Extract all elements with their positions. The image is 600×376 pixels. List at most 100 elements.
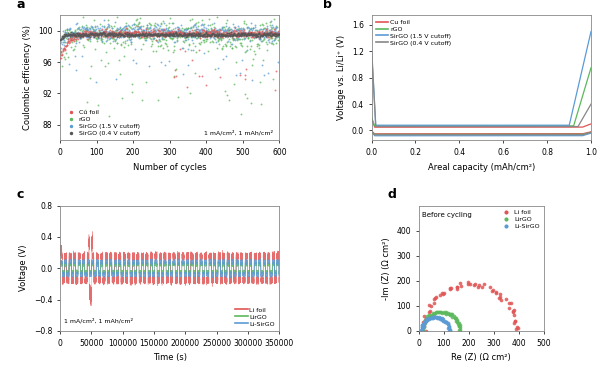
Point [136, 32, 146, 38]
Point [129, 30, 139, 36]
Point [135, 31, 145, 37]
Point [155, 32, 165, 38]
Point [158, 18, 168, 24]
Point [200, 29, 210, 35]
Point [173, 32, 183, 38]
Point [226, 29, 236, 35]
Point [226, 30, 236, 36]
Point [135, 31, 145, 37]
Point [173, 28, 182, 34]
Point [441, 319, 451, 325]
Point [268, 31, 278, 37]
Point [122, 33, 132, 39]
Point [76, 35, 86, 41]
Point [120, 30, 130, 36]
Point [160, 27, 169, 33]
Point [239, 29, 249, 35]
Point [187, 34, 196, 40]
Point [251, 32, 260, 38]
Point [68, 36, 77, 42]
Point [97, 31, 106, 37]
Point [106, 29, 116, 35]
Point [242, 32, 251, 38]
Point [268, 28, 277, 34]
Point [235, 30, 245, 36]
Point [140, 31, 149, 37]
Point [198, 32, 208, 38]
Point [207, 31, 217, 37]
Point [172, 28, 181, 34]
Point [140, 33, 150, 39]
Point [176, 32, 185, 38]
Point [112, 30, 121, 36]
Point [128, 30, 137, 36]
Point [197, 33, 206, 39]
Point [163, 32, 173, 38]
Point [182, 84, 192, 90]
Point [194, 47, 203, 53]
Point [182, 32, 191, 38]
Point [187, 32, 196, 38]
Point [129, 21, 139, 27]
Point [62, 42, 72, 48]
Point [141, 27, 151, 33]
Point [133, 30, 143, 36]
Point [80, 31, 89, 37]
Point [107, 30, 117, 36]
Point [116, 32, 125, 38]
Point [221, 32, 231, 38]
Point [439, 291, 448, 297]
Point [235, 72, 244, 78]
Point [223, 39, 232, 45]
Point [261, 31, 271, 37]
Point [122, 26, 131, 32]
Point [451, 315, 461, 321]
Point [242, 32, 251, 38]
Point [211, 32, 221, 38]
Point [223, 32, 233, 38]
Point [107, 31, 116, 37]
Point [121, 29, 131, 35]
Point [86, 28, 96, 34]
Point [161, 31, 170, 37]
Point [85, 25, 95, 31]
Point [226, 33, 236, 39]
Point [268, 32, 278, 38]
Point [227, 31, 237, 37]
Point [157, 41, 166, 47]
Point [68, 33, 77, 39]
Point [238, 32, 248, 38]
Point [77, 24, 87, 30]
Point [167, 28, 177, 34]
Point [126, 34, 136, 40]
Point [239, 30, 249, 36]
Point [100, 30, 109, 36]
Point [177, 45, 187, 52]
Point [104, 24, 114, 30]
Point [86, 28, 95, 34]
Point [269, 37, 278, 43]
Point [257, 21, 267, 27]
Point [123, 32, 133, 38]
Point [209, 26, 219, 32]
Point [186, 26, 196, 32]
Point [63, 30, 73, 36]
Point [96, 30, 106, 36]
Point [156, 32, 166, 38]
Point [237, 32, 247, 38]
Point [99, 33, 109, 39]
Point [270, 87, 280, 93]
Point [238, 31, 247, 37]
Point [263, 31, 273, 37]
Point [124, 29, 134, 35]
Point [197, 27, 206, 33]
Point [231, 44, 241, 50]
Point [271, 32, 281, 38]
Point [91, 26, 101, 32]
Point [172, 31, 181, 37]
Point [160, 26, 169, 32]
Point [227, 41, 237, 47]
Point [145, 31, 155, 37]
Point [137, 30, 146, 36]
Point [171, 29, 181, 35]
